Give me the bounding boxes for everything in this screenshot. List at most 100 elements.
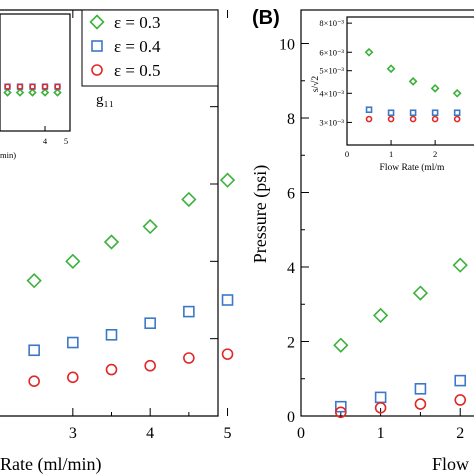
inset-data-point — [41, 83, 49, 90]
x-tick-label: 2 — [456, 425, 464, 442]
y-tick-label: 10 — [279, 37, 295, 54]
x-tick-label: 1 — [377, 425, 385, 442]
panel-b-inset-ticks: 01233×10⁻³4×10⁻³5×10⁻³6×10⁻³8×10⁻³ — [319, 18, 437, 159]
x-tick-label: 0 — [297, 425, 305, 442]
panel-b-ylabel: Pressure (psi) — [250, 165, 271, 263]
data-point — [26, 273, 42, 289]
inset-data-point — [364, 47, 374, 57]
panel-b-inset-ylabel: s/√2 — [310, 76, 321, 93]
legend-label: ε = 0.5 — [114, 61, 160, 80]
y-tick-label: 6 — [287, 186, 295, 203]
y-tick-label: 4 — [287, 260, 295, 277]
inset-data-point — [365, 115, 373, 123]
data-point — [372, 307, 389, 324]
data-point — [414, 398, 427, 410]
x-tick-label: 3 — [69, 425, 77, 442]
y-tick-label: 8 — [287, 111, 295, 128]
data-point — [67, 371, 79, 384]
inset-data-point — [16, 83, 24, 90]
panel-b-inset-xlabel: Flow Rate (ml/m — [380, 162, 446, 173]
inset-data-point — [54, 83, 61, 90]
inset-y-tick-label: 3×10⁻³ — [319, 117, 344, 127]
inset-data-point — [430, 83, 440, 93]
inset-data-point — [387, 109, 395, 117]
data-point — [105, 328, 118, 341]
data-point — [219, 172, 236, 188]
inset-x-tick-label: 0 — [345, 149, 349, 159]
inset-data-point — [409, 115, 417, 123]
data-point — [183, 352, 195, 364]
legend-items: ε = 0.3 ε = 0.4 ε = 0.5 — [89, 13, 161, 80]
inset-data-point — [431, 115, 439, 123]
panel-a-main-marks — [26, 172, 236, 388]
panel-b-inset-frame — [346, 16, 474, 146]
data-point — [144, 317, 156, 330]
y-tick-label: 0 — [287, 409, 295, 426]
data-point — [454, 394, 467, 406]
inset-data-point — [386, 64, 396, 74]
data-point — [142, 218, 158, 235]
data-point — [105, 363, 118, 376]
y-tick-label: 2 — [287, 335, 295, 352]
legend-label: ε = 0.4 — [114, 37, 161, 56]
data-point — [454, 374, 467, 387]
data-point — [67, 336, 79, 349]
data-point — [333, 337, 349, 353]
data-point — [374, 402, 387, 414]
data-point — [181, 191, 197, 208]
data-point — [144, 359, 156, 372]
legend-marker — [91, 40, 103, 52]
inset-data-point — [4, 83, 11, 90]
panel-a-inset-xlabel: min) — [0, 150, 16, 160]
inset-x-tick-label: 4 — [43, 136, 48, 146]
inset-data-point — [29, 83, 36, 90]
panel-b-inset-marks — [364, 47, 462, 123]
data-point — [335, 406, 347, 419]
inset-data-point — [409, 109, 417, 117]
legend-marker — [91, 64, 103, 76]
legend: ε = 0.3 ε = 0.4 ε = 0.5 — [81, 9, 219, 87]
panel-b-xlabel: Flow — [432, 454, 469, 474]
inset-data-point — [431, 109, 439, 117]
inset-x-tick-label: 1 — [389, 149, 393, 159]
legend-box — [81, 9, 219, 87]
data-point — [335, 400, 347, 413]
data-point — [414, 383, 427, 395]
data-point — [103, 234, 120, 250]
panel-b-frame — [300, 9, 474, 417]
data-point — [65, 253, 81, 269]
inset-y-tick-label: 8×10⁻³ — [319, 18, 344, 28]
inset-data-point — [365, 106, 373, 114]
x-tick-label: 4 — [146, 425, 154, 442]
inset-data-point — [15, 88, 25, 97]
data-point — [221, 294, 234, 306]
data-point — [183, 305, 195, 318]
inset-data-point — [40, 88, 50, 97]
inset-y-tick-label: 4×10⁻³ — [319, 88, 344, 98]
inset-x-tick-label: 2 — [433, 149, 437, 159]
inset-data-point — [3, 88, 12, 97]
data-point — [28, 344, 40, 357]
inset-x-tick-label: 5 — [64, 136, 68, 146]
inset-y-tick-label: 5×10⁻³ — [319, 66, 344, 76]
inset-data-point — [387, 115, 395, 123]
inset-data-point — [28, 88, 37, 97]
inset-data-point — [408, 76, 418, 86]
x-tick-label: 5 — [224, 425, 232, 442]
legend-marker — [89, 14, 105, 30]
data-point — [412, 285, 429, 301]
panel-a-inset-frame — [0, 13, 71, 132]
inset-data-point — [453, 115, 461, 123]
data-point — [221, 348, 234, 360]
inset-data-point — [53, 88, 62, 97]
inset-data-point — [453, 109, 461, 117]
data-point — [28, 375, 40, 388]
panel-b-main-marks — [333, 257, 468, 419]
data-point — [452, 257, 468, 273]
inset-data-point — [452, 88, 462, 98]
